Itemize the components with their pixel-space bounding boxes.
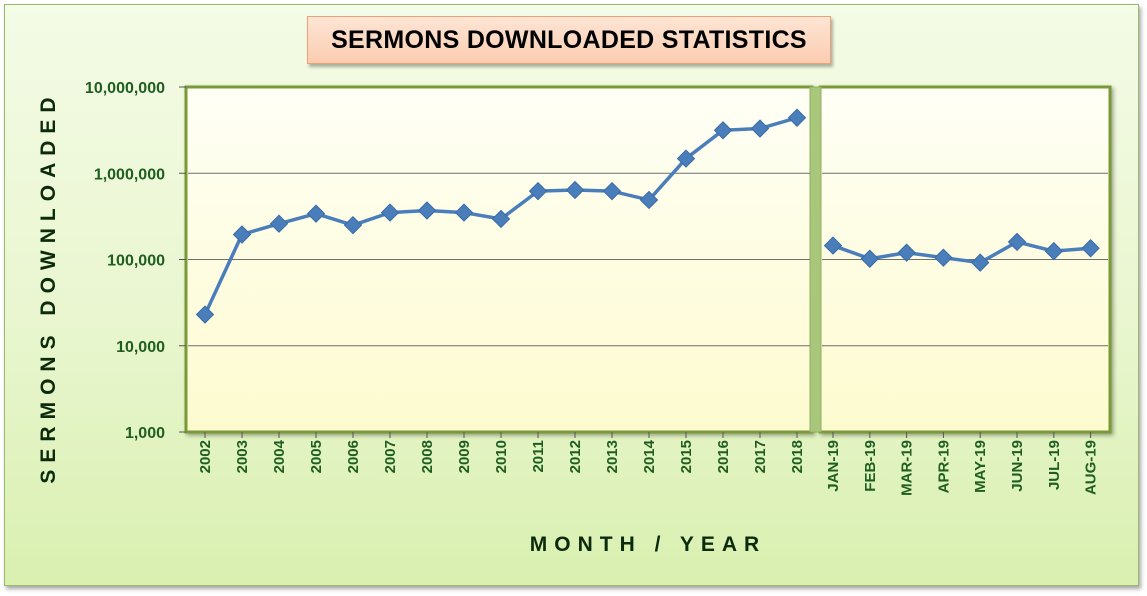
data-point-marker xyxy=(1081,239,1100,258)
y-axis-title: SERMONS DOWNLOADED xyxy=(37,90,60,483)
data-point-marker xyxy=(380,203,400,222)
x-tick-label: 2005 xyxy=(308,440,325,473)
x-tick-label: 2016 xyxy=(715,440,732,473)
x-tick-label: 2014 xyxy=(641,439,658,473)
data-point-marker xyxy=(565,180,585,200)
data-point-marker xyxy=(269,214,289,233)
y-tick-label: 10,000,000 xyxy=(85,80,165,97)
data-point-marker xyxy=(639,190,659,210)
data-point-marker xyxy=(713,121,733,140)
x-tick-label: FEB-19 xyxy=(862,440,879,492)
x-tick-label: 2009 xyxy=(456,440,473,473)
x-tick-label: JUL-19 xyxy=(1046,440,1063,490)
panel-separator xyxy=(809,86,822,433)
data-point-marker xyxy=(602,181,622,201)
x-tick-label: AUG-19 xyxy=(1083,440,1100,495)
x-tick-label: 2013 xyxy=(604,440,621,473)
y-axis-ticks: 1,000 10,000 100,000 1,000,000 10,000,000 xyxy=(85,80,186,442)
data-point-marker xyxy=(306,204,326,223)
x-tick-label: 2010 xyxy=(493,440,510,473)
chart-title: SERMONS DOWNLOADED STATISTICS xyxy=(307,16,831,64)
data-point-marker xyxy=(787,108,807,127)
data-point-marker xyxy=(750,119,770,138)
data-point-marker xyxy=(528,181,548,201)
x-tick-label: 2012 xyxy=(567,440,584,473)
x-tick-label: 2008 xyxy=(419,440,436,473)
data-point-marker xyxy=(232,225,252,244)
y-tick-label: 1,000 xyxy=(125,425,165,442)
data-point-marker xyxy=(1007,232,1027,252)
x-tick-label: 2006 xyxy=(345,440,362,473)
data-point-marker xyxy=(860,249,880,268)
data-point-marker xyxy=(195,305,215,324)
data-point-marker xyxy=(970,253,990,272)
data-point-marker xyxy=(897,243,916,262)
y-tick-label: 100,000 xyxy=(107,253,165,270)
x-axis-ticks: 2002 2003 2004 2005 2006 2007 2008 2009 2010 2011… xyxy=(197,432,1100,496)
data-point-marker xyxy=(934,248,953,267)
x-tick-label: 2018 xyxy=(789,440,806,473)
x-tick-label: JAN-19 xyxy=(825,440,842,492)
x-tick-label: 2017 xyxy=(752,440,769,473)
data-point-marker xyxy=(823,236,843,255)
x-tick-label: 2015 xyxy=(678,440,695,473)
series-lines xyxy=(195,108,1100,324)
data-point-marker xyxy=(343,215,363,235)
y-tick-label: 1,000,000 xyxy=(94,166,165,183)
data-point-marker xyxy=(491,209,511,229)
x-tick-label: JUN-19 xyxy=(1009,440,1026,492)
data-point-marker xyxy=(417,201,437,220)
x-tick-label: 2003 xyxy=(234,440,251,473)
data-point-marker xyxy=(454,203,474,222)
x-axis-title: MONTH / YEAR xyxy=(530,533,766,556)
x-tick-label: APR-19 xyxy=(935,440,952,493)
x-tick-label: 2011 xyxy=(530,440,547,473)
x-tick-label: MAR-19 xyxy=(899,440,916,496)
y-tick-label: 10,000 xyxy=(116,339,165,356)
x-tick-label: 2002 xyxy=(197,440,214,473)
x-tick-label: MAY-19 xyxy=(972,440,989,493)
x-tick-label: 2004 xyxy=(271,439,288,473)
x-tick-label: 2007 xyxy=(382,440,399,473)
data-point-marker xyxy=(676,149,696,168)
data-point-marker xyxy=(1044,241,1064,261)
